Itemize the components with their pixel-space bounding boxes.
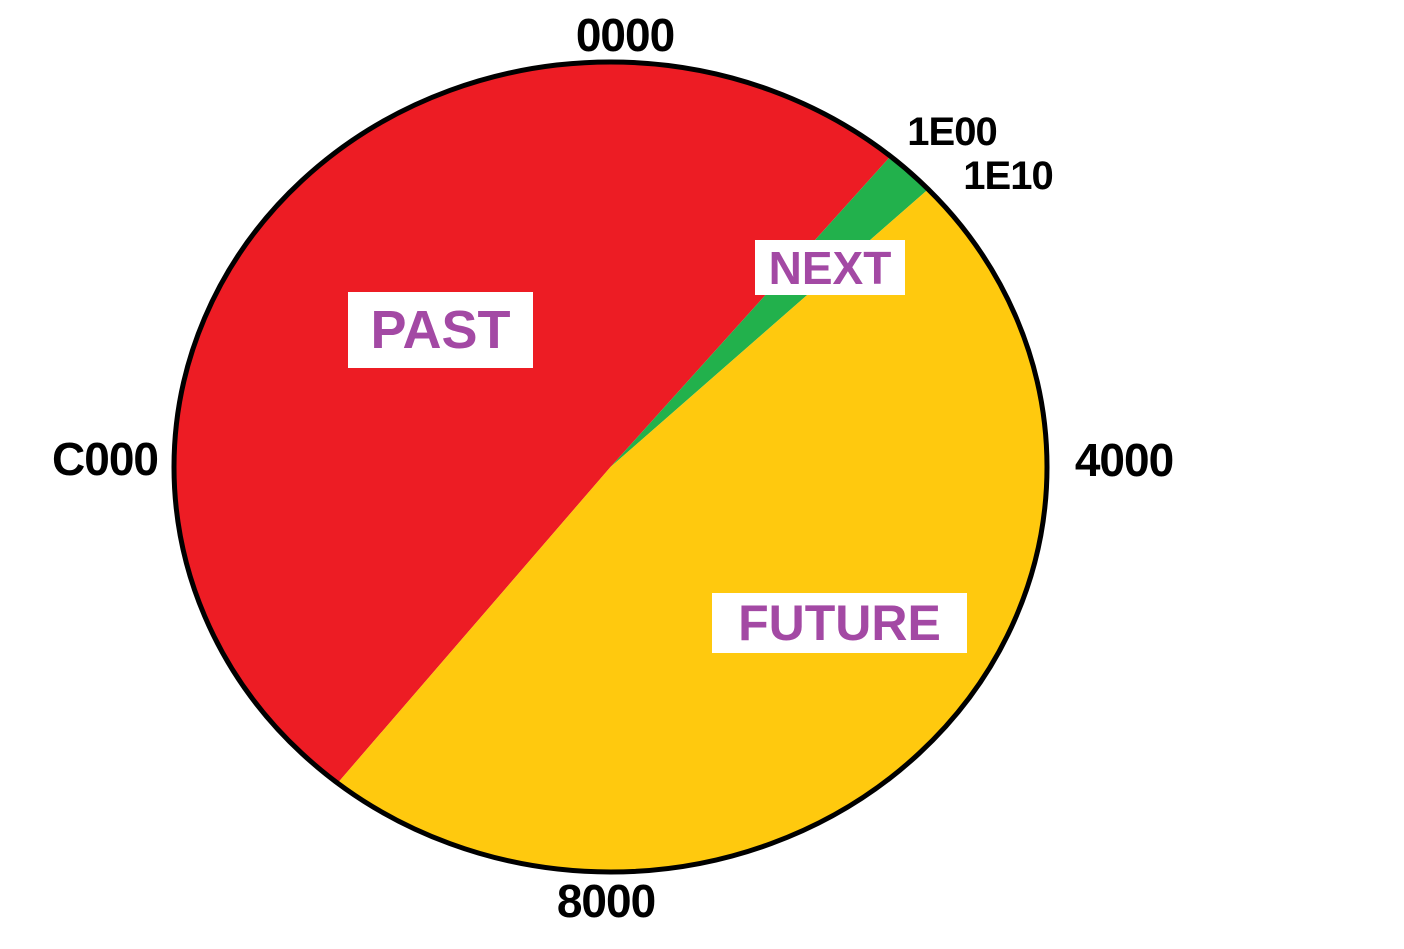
tick-label-8000: 8000: [556, 875, 656, 927]
tick-label-0000: 0000: [575, 9, 675, 61]
tick-label-1e00: 1E00: [907, 110, 997, 154]
slice-future: [337, 189, 1048, 873]
slice-past: [174, 62, 891, 784]
tick-label-1e10: 1E10: [963, 154, 1053, 198]
region-label-future: FUTURE: [712, 593, 967, 653]
region-label-next: NEXT: [755, 240, 905, 295]
tick-label-c000: C000: [52, 433, 159, 485]
slice-next: [610, 156, 929, 468]
circle-outline: [171, 59, 1050, 875]
tick-label-4000: 4000: [1074, 434, 1174, 486]
region-label-past: PAST: [348, 292, 533, 368]
